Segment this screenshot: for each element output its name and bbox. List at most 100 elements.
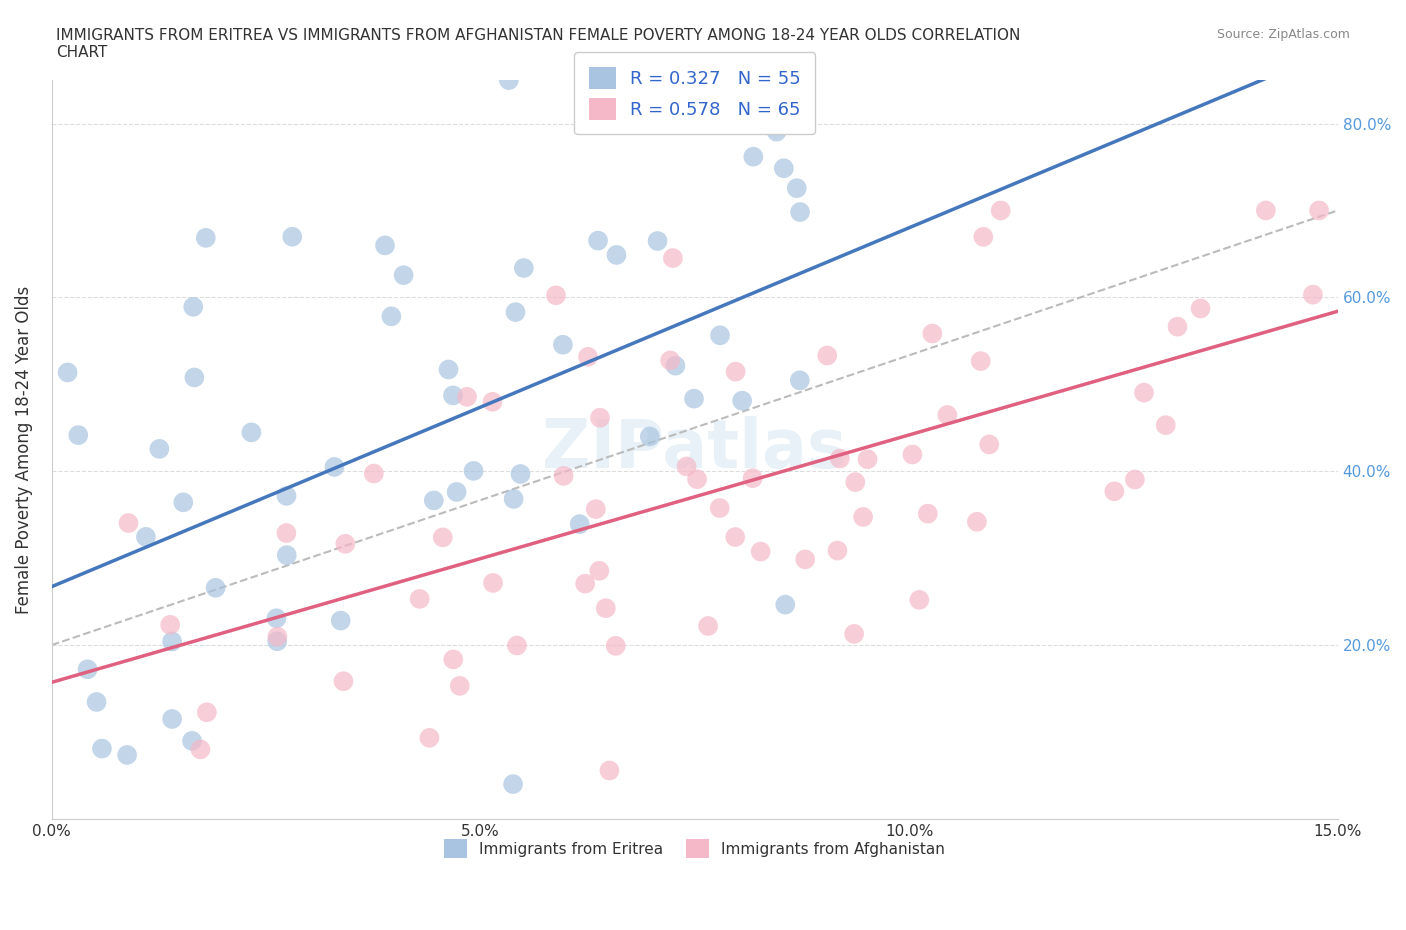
Point — [844, 474, 866, 489]
Point — [240, 425, 263, 440]
Point — [659, 352, 682, 367]
Point — [638, 429, 661, 444]
Point — [502, 491, 524, 506]
Point — [966, 514, 988, 529]
Point — [418, 730, 440, 745]
Point — [374, 238, 396, 253]
Point — [709, 328, 731, 343]
Point — [1133, 385, 1156, 400]
Point — [335, 537, 357, 551]
Point — [183, 370, 205, 385]
Point — [181, 734, 204, 749]
Point — [901, 447, 924, 462]
Point — [135, 529, 157, 544]
Point — [117, 515, 139, 530]
Point — [502, 777, 524, 791]
Point — [115, 748, 138, 763]
Point — [463, 463, 485, 478]
Point — [921, 326, 943, 341]
Point — [505, 305, 527, 320]
Point — [979, 437, 1001, 452]
Point — [446, 485, 468, 499]
Point — [441, 652, 464, 667]
Point — [786, 180, 808, 195]
Point — [172, 495, 194, 510]
Point — [773, 161, 796, 176]
Point — [332, 674, 354, 689]
Point — [647, 233, 669, 248]
Point — [86, 695, 108, 710]
Point — [329, 613, 352, 628]
Point — [789, 205, 811, 219]
Point — [852, 510, 875, 525]
Point — [731, 393, 754, 408]
Point — [765, 125, 787, 140]
Point — [605, 247, 627, 262]
Legend: Immigrants from Eritrea, Immigrants from Afghanistan: Immigrants from Eritrea, Immigrants from… — [432, 827, 957, 870]
Point — [181, 299, 204, 314]
Point — [266, 611, 288, 626]
Point — [160, 711, 183, 726]
Point — [775, 597, 797, 612]
Point — [990, 203, 1012, 218]
Point — [423, 493, 446, 508]
Point — [76, 662, 98, 677]
Point — [276, 488, 298, 503]
Point — [856, 452, 879, 467]
Point — [1189, 301, 1212, 316]
Point — [789, 373, 811, 388]
Point — [148, 442, 170, 457]
Point — [204, 580, 226, 595]
Point — [276, 548, 298, 563]
Point — [1302, 287, 1324, 302]
Point — [392, 268, 415, 283]
Point — [842, 627, 865, 642]
Point — [67, 428, 90, 443]
Point — [908, 592, 931, 607]
Point — [697, 618, 720, 633]
Point — [749, 544, 772, 559]
Point — [194, 231, 217, 246]
Point — [437, 362, 460, 377]
Point — [159, 618, 181, 632]
Point — [827, 543, 849, 558]
Point — [482, 576, 505, 591]
Point — [724, 529, 747, 544]
Text: Source: ZipAtlas.com: Source: ZipAtlas.com — [1216, 28, 1350, 41]
Point — [506, 638, 529, 653]
Point — [1308, 203, 1330, 218]
Point — [380, 309, 402, 324]
Point — [266, 634, 288, 649]
Point — [586, 233, 609, 248]
Point — [970, 353, 993, 368]
Point — [588, 564, 610, 578]
Point — [686, 472, 709, 486]
Point — [568, 517, 591, 532]
Point — [481, 394, 503, 409]
Point — [595, 601, 617, 616]
Point — [741, 471, 763, 485]
Point — [585, 501, 607, 516]
Point — [553, 469, 575, 484]
Text: IMMIGRANTS FROM ERITREA VS IMMIGRANTS FROM AFGHANISTAN FEMALE POVERTY AMONG 18-2: IMMIGRANTS FROM ERITREA VS IMMIGRANTS FR… — [56, 28, 1021, 60]
Point — [664, 358, 686, 373]
Point — [432, 530, 454, 545]
Point — [917, 506, 939, 521]
Point — [598, 763, 620, 777]
Point — [509, 467, 531, 482]
Point — [675, 459, 697, 474]
Point — [815, 348, 838, 363]
Point — [160, 634, 183, 649]
Point — [363, 466, 385, 481]
Point — [544, 288, 567, 303]
Point — [456, 390, 478, 405]
Point — [576, 350, 599, 365]
Text: ZIPatlas: ZIPatlas — [543, 417, 846, 483]
Y-axis label: Female Poverty Among 18-24 Year Olds: Female Poverty Among 18-24 Year Olds — [15, 286, 32, 614]
Point — [589, 410, 612, 425]
Point — [828, 451, 851, 466]
Point — [513, 260, 536, 275]
Point — [742, 149, 765, 164]
Point — [936, 407, 959, 422]
Point — [195, 705, 218, 720]
